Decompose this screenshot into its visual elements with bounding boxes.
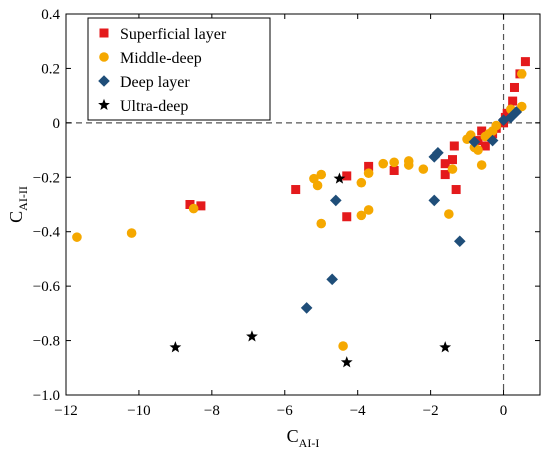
y-tick-label: 0.4 xyxy=(41,7,60,23)
y-tick-label: −0.6 xyxy=(33,279,61,295)
data-point xyxy=(502,108,512,118)
data-point xyxy=(491,120,502,131)
data-point xyxy=(509,82,519,92)
series-middle-deep xyxy=(72,69,527,351)
legend-label: Ultra-deep xyxy=(120,98,188,115)
y-tick-label: 0 xyxy=(53,116,61,132)
data-point xyxy=(126,228,137,238)
data-point xyxy=(356,177,367,188)
data-point xyxy=(342,171,352,181)
axes xyxy=(65,13,541,396)
data-point xyxy=(432,146,444,159)
data-point xyxy=(440,170,450,180)
data-point xyxy=(196,201,206,211)
data-point xyxy=(473,145,483,155)
y-axis-title: CAI-II xyxy=(6,186,30,223)
x-axis-title: CAI-I xyxy=(287,426,320,450)
legend: Superficial layer Middle-deep Deep layer Ul… xyxy=(87,17,271,121)
series-ultra-deep xyxy=(169,172,452,368)
x-tick-label: −6 xyxy=(277,403,293,419)
data-point xyxy=(378,158,389,169)
data-point xyxy=(326,273,338,286)
x-tick-label: −4 xyxy=(350,403,366,419)
data-point xyxy=(389,157,399,168)
data-point xyxy=(497,114,510,126)
data-point xyxy=(330,194,342,207)
data-points xyxy=(72,57,530,368)
data-point xyxy=(363,168,374,179)
y-axis-title-main: C xyxy=(6,211,26,223)
x-tick-label: 0 xyxy=(500,403,508,419)
x-tick-label: −10 xyxy=(127,403,150,419)
data-point xyxy=(403,160,414,170)
data-point xyxy=(246,330,258,342)
x-tick-label: −12 xyxy=(54,403,77,419)
data-point xyxy=(169,341,182,353)
legend-marker xyxy=(98,98,110,111)
series-deep-layer xyxy=(300,106,523,314)
data-point xyxy=(356,210,367,221)
x-tick-label: −2 xyxy=(423,403,439,419)
data-point xyxy=(480,141,490,151)
data-point xyxy=(340,356,353,368)
legend-marker xyxy=(99,52,109,62)
data-point xyxy=(468,136,481,148)
data-point xyxy=(291,185,301,195)
data-point xyxy=(447,155,457,165)
data-point xyxy=(510,106,523,118)
data-point xyxy=(364,161,374,171)
data-point xyxy=(418,164,429,174)
data-point xyxy=(342,212,352,222)
ticks: −12 −10 −8 −6 −4 −2 0 −1.0 −0.8 −0.6 −0.4 −0.2 0 0.2 0… xyxy=(33,7,540,419)
data-point xyxy=(72,232,82,242)
data-point xyxy=(428,194,441,207)
x-tick-label: −8 xyxy=(204,403,220,419)
y-tick-label: 0.2 xyxy=(41,61,60,77)
data-point xyxy=(389,165,399,175)
data-point xyxy=(449,141,459,151)
data-point xyxy=(516,69,527,79)
data-point xyxy=(444,209,454,219)
data-point xyxy=(439,341,452,353)
plot-frame xyxy=(65,13,541,396)
legend-label: Deep layer xyxy=(120,74,190,91)
y-tick-label: −0.4 xyxy=(33,225,61,241)
data-point xyxy=(453,235,466,248)
data-point xyxy=(520,57,530,67)
data-point xyxy=(185,200,195,209)
data-point xyxy=(312,180,323,191)
legend-label: Superficial layer xyxy=(120,26,227,43)
data-point xyxy=(316,218,327,229)
y-axis-title-subscript: AI-II xyxy=(16,186,30,211)
data-point xyxy=(316,169,327,180)
legend-label: Middle-deep xyxy=(120,50,202,67)
y-tick-label: −1.0 xyxy=(33,388,60,404)
legend-box xyxy=(87,17,271,121)
data-point xyxy=(516,101,527,112)
data-point xyxy=(363,205,374,215)
data-point xyxy=(440,159,450,169)
legend-marker xyxy=(99,28,109,38)
data-point xyxy=(338,341,348,351)
data-point xyxy=(477,126,487,136)
data-point xyxy=(300,302,313,314)
legend-marker xyxy=(98,75,110,87)
x-axis-title-main: C xyxy=(287,426,299,446)
data-point xyxy=(476,160,487,170)
data-point xyxy=(333,172,346,184)
x-axis-title-subscript: AI-I xyxy=(299,436,320,450)
data-point xyxy=(486,134,499,147)
y-tick-label: −0.8 xyxy=(33,334,60,350)
data-point xyxy=(447,164,458,174)
data-point xyxy=(451,185,461,195)
y-tick-label: −0.2 xyxy=(33,170,60,186)
data-point xyxy=(188,203,199,214)
reference-lines xyxy=(66,14,540,395)
data-point xyxy=(508,96,518,106)
